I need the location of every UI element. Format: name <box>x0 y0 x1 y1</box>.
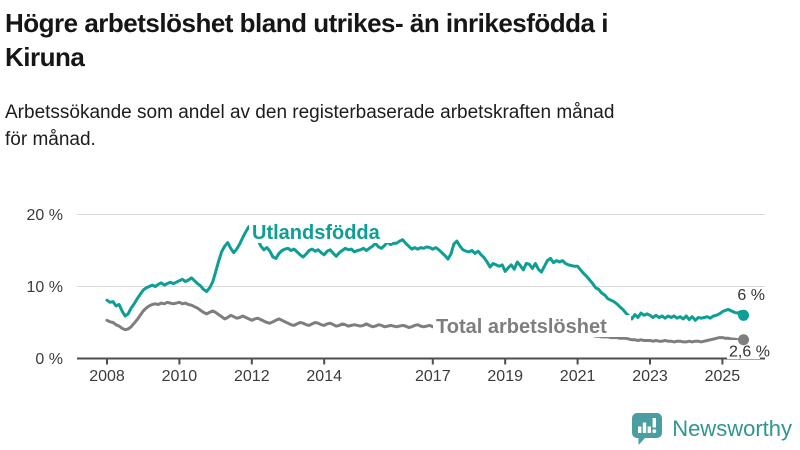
y-tick-label: 0 % <box>35 351 63 368</box>
bar-glyph <box>642 422 647 433</box>
bar-glyph <box>638 426 642 433</box>
y-axis-labels: 0 % 10 % 20 % <box>27 207 63 368</box>
x-tick-label: 2017 <box>415 368 451 385</box>
x-axis-labels: 2008 2010 2012 2014 2017 2019 2021 2023 2025 <box>89 368 740 385</box>
end-value-label: 2,6 % <box>729 344 770 361</box>
series-end-dot <box>738 309 750 321</box>
exclamation-bar-glyph <box>652 418 657 428</box>
x-tick-label: 2012 <box>234 368 270 385</box>
line-chart: 0 % 10 % 20 % 2008 2010 2012 2014 2017 2019 2021… <box>27 207 770 385</box>
chart-title: Högre arbetslöshet bland utrikes- än inr… <box>5 8 608 73</box>
x-tick-label: 2019 <box>487 368 523 385</box>
speech-bubble-shape <box>632 413 663 445</box>
chart-subtitle: Arbetssökande som andel av den registerb… <box>5 101 615 151</box>
series-label-mask <box>433 315 631 337</box>
x-tick-label: 2008 <box>89 368 125 385</box>
series-line <box>105 223 745 322</box>
gridlines <box>77 214 765 287</box>
series-line <box>105 300 745 344</box>
x-tick-label: 2014 <box>306 368 342 385</box>
brand-name: Newsworthy <box>672 416 792 441</box>
newsworthy-logo-icon <box>632 413 663 445</box>
x-axis <box>77 357 765 365</box>
exclamation-dot-glyph <box>652 429 657 434</box>
series-labels: Utlandsfödda Total arbetslöshet <box>249 221 631 338</box>
x-tick-label: 2025 <box>705 368 741 385</box>
series-lines <box>105 223 745 344</box>
brand-footer: Newsworthy <box>631 412 792 446</box>
end-value-label-mask <box>727 340 760 359</box>
y-tick-label: 10 % <box>27 279 63 296</box>
series-end-dot <box>738 334 750 346</box>
end-value-labels: 6 % 2,6 % <box>727 287 770 361</box>
y-tick-label: 20 % <box>27 207 63 224</box>
x-tick-label: 2021 <box>560 368 596 385</box>
series-end-dots <box>738 309 750 346</box>
bar-glyph <box>647 426 652 433</box>
series-label: Utlandsfödda <box>252 222 381 244</box>
series-label-mask <box>249 221 392 243</box>
x-tick-label: 2023 <box>632 368 668 385</box>
x-tick-label: 2010 <box>162 368 198 385</box>
end-value-label: 6 % <box>737 287 765 304</box>
series-label: Total arbetslöshet <box>436 316 607 338</box>
